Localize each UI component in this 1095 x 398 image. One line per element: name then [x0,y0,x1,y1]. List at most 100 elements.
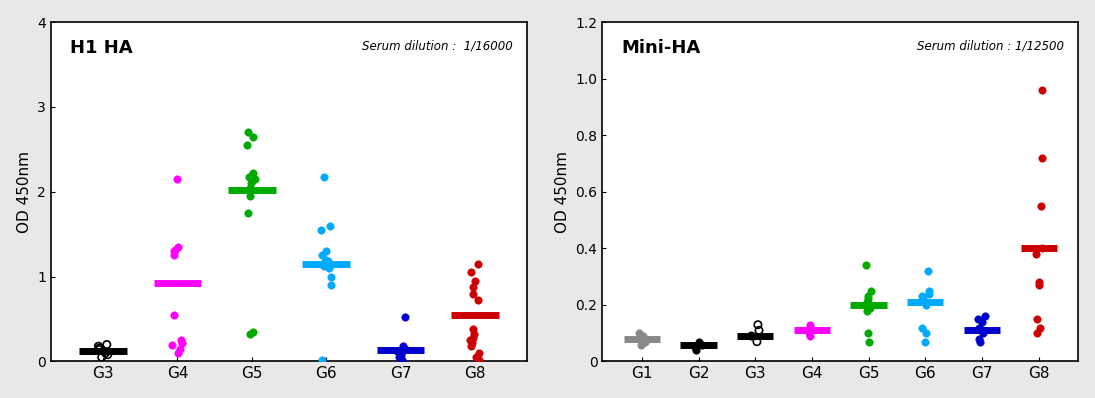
Point [240,174,257,180]
Point [394,343,412,349]
Point [173,339,191,346]
Point [241,193,258,199]
Point [1030,282,1048,288]
Point [920,291,937,297]
Point [914,296,932,302]
Point [461,337,479,343]
Point [862,288,879,294]
Point [393,357,411,363]
Point [165,252,183,259]
Point [918,330,935,336]
Point [396,345,414,352]
Point [913,293,931,300]
Point [973,319,991,325]
Point [390,354,407,361]
Point [468,354,485,361]
Point [166,246,184,253]
Point [470,297,487,304]
Point [462,343,480,349]
Point [1028,330,1046,336]
Point [977,313,994,320]
Point [464,291,482,297]
Point [246,176,264,182]
Point [919,268,936,274]
Point [320,258,337,265]
Point [860,293,877,300]
Point [1030,279,1048,285]
Point [750,327,768,334]
Point [464,284,482,290]
Point [165,248,183,254]
Point [749,322,766,328]
Point [239,142,256,148]
Point [1027,251,1045,257]
Text: Serum dilution :  1/16000: Serum dilution : 1/16000 [362,39,512,52]
Point [240,210,257,216]
Text: Serum dilution : 1/12500: Serum dilution : 1/12500 [917,39,1064,52]
Point [975,330,992,336]
Point [313,357,331,363]
Point [748,338,765,345]
Point [91,346,108,353]
Point [687,344,704,351]
Point [169,244,186,250]
Point [315,174,333,180]
Point [392,351,410,358]
Point [312,227,330,233]
Point [800,333,818,339]
Point [95,348,113,355]
Point [90,343,107,349]
Point [471,350,488,356]
Point [687,347,704,353]
Point [917,338,934,345]
Point [800,330,818,336]
Point [93,354,111,361]
Point [396,314,414,320]
Point [970,324,988,331]
Point [91,345,108,351]
Point [313,261,331,267]
Point [635,336,653,342]
Point [321,265,338,271]
Point [165,312,183,318]
Point [858,299,876,305]
Point [691,338,708,345]
Point [631,330,648,336]
Point [313,252,331,259]
Point [969,316,987,322]
Point [1028,316,1046,322]
Point [861,304,878,311]
Point [471,357,488,363]
Point [244,133,262,140]
Point [972,327,990,334]
Point [464,326,482,332]
Point [171,345,188,352]
Point [168,176,185,182]
Point [971,338,989,345]
Point [858,296,876,302]
Point [99,351,116,358]
Point [96,350,114,356]
Point [172,337,189,343]
Point [163,341,181,348]
Point [322,282,339,288]
Point [392,350,410,356]
Point [244,170,262,176]
Point [242,184,260,191]
Text: Mini-HA: Mini-HA [621,39,701,57]
Point [464,335,482,341]
Point [636,338,654,345]
Point [1034,245,1051,252]
Point [858,307,876,314]
Point [241,331,258,338]
Point [240,129,257,136]
Point [1034,155,1051,161]
Text: H1 HA: H1 HA [70,39,132,57]
Point [99,341,116,348]
Point [918,302,935,308]
Point [465,331,483,338]
Point [470,261,487,267]
Point [800,327,818,334]
Point [243,172,261,178]
Point [970,336,988,342]
